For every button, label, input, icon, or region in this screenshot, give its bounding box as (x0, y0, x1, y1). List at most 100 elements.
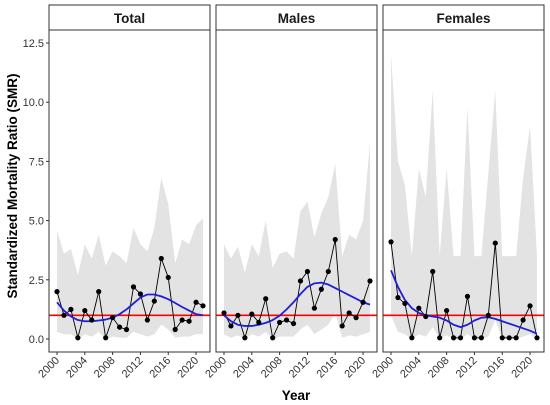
data-point (450, 335, 457, 341)
trend-line (223, 281, 371, 327)
data-point (423, 313, 429, 320)
x-tick-label: 2016 (315, 355, 341, 381)
confidence-ribbon (224, 142, 370, 339)
facet-title: Males (278, 11, 316, 26)
x-tick-label: 2008 (92, 355, 118, 381)
data-point (228, 323, 234, 329)
x-tick-label: 2004 (64, 355, 90, 381)
y-tick-label: 12.5 (23, 38, 44, 50)
x-tick-label: 2008 (426, 355, 452, 381)
y-tick-label: 7.5 (29, 156, 44, 168)
data-point (151, 298, 157, 304)
x-tick-label: 2016 (148, 355, 174, 381)
data-point (179, 317, 185, 323)
y-tick-label: 0.0 (29, 334, 44, 346)
data-point (430, 268, 436, 275)
trend-line (390, 269, 538, 335)
data-point (193, 299, 199, 305)
data-point (110, 315, 116, 321)
facet-strip (382, 4, 545, 31)
y-axis: 0.0 2.5 5.0 7.5 10.0 12.5 (23, 38, 49, 346)
data-point (353, 315, 359, 321)
data-point (318, 286, 324, 292)
data-point (464, 293, 471, 299)
data-point (96, 289, 102, 295)
x-tick-label: 2012 (120, 355, 146, 381)
data-point (457, 335, 464, 341)
data-point (311, 305, 317, 311)
x-tick-label: 2000 (203, 355, 229, 381)
data-point (388, 239, 394, 245)
data-point (492, 240, 498, 246)
data-point (137, 291, 144, 297)
data-point (290, 320, 297, 327)
data-point (235, 312, 241, 318)
x-tick-label: 2000 (370, 355, 396, 381)
x-axis-title: Year (282, 388, 311, 403)
data-point (520, 317, 526, 323)
data-point (270, 335, 276, 341)
data-point (256, 319, 262, 326)
data-point (242, 335, 248, 341)
y-tick-label: 2.5 (29, 275, 44, 287)
data-point (534, 335, 540, 341)
panel-content (49, 177, 210, 341)
panel-border (48, 29, 211, 353)
data-point (249, 311, 255, 317)
y-tick-label: 5.0 (29, 216, 44, 228)
facet-title: Total (114, 11, 145, 26)
data-point (123, 326, 130, 333)
x-tick-label: 2000 (36, 355, 62, 381)
data-point (283, 317, 290, 323)
data-point (130, 284, 137, 290)
data-point (263, 296, 269, 302)
data-point (186, 318, 192, 324)
data-point (75, 335, 81, 341)
confidence-ribbon (391, 54, 537, 339)
x-tick-label: 2012 (454, 355, 480, 381)
facet-title: Females (436, 11, 490, 26)
data-point (54, 289, 60, 295)
data-point (200, 303, 206, 309)
data-point (61, 312, 67, 318)
observed-line (390, 241, 538, 339)
data-point (165, 274, 171, 281)
x-tick-label: 2012 (287, 355, 313, 381)
data-point (416, 305, 422, 311)
panel-border (382, 29, 545, 353)
data-point (478, 335, 484, 341)
data-point (116, 324, 123, 330)
data-point (304, 268, 311, 275)
facet-total: Total 2000 2004 2008 2012 2016 2020 (36, 4, 211, 381)
data-point (499, 335, 505, 341)
data-point (485, 312, 491, 318)
data-point (332, 236, 338, 243)
observed-line (56, 256, 204, 338)
x-tick-label: 2020 (342, 355, 368, 381)
data-point (277, 319, 283, 326)
data-point (367, 278, 373, 284)
data-point (158, 255, 164, 262)
data-point (506, 335, 512, 341)
trend-line (56, 293, 204, 323)
data-point (89, 317, 95, 323)
data-point (68, 306, 74, 312)
data-point (402, 300, 408, 307)
data-point (527, 303, 533, 309)
data-point (471, 335, 478, 341)
data-point (82, 307, 88, 314)
x-tick-label: 2004 (231, 355, 257, 381)
data-point (513, 335, 519, 341)
x-tick-label: 2020 (175, 355, 201, 381)
data-point (339, 323, 345, 329)
data-point (103, 335, 109, 341)
facet-females: Females 2000 2004 2008 2012 2016 2020 (370, 4, 545, 381)
data-point (297, 278, 304, 284)
y-axis-title: Standardized Mortality Ratio (SMR) (5, 73, 20, 298)
data-point (172, 326, 178, 333)
panel-content (216, 142, 377, 341)
y-tick-label: 10.0 (23, 97, 44, 109)
panel-content (383, 54, 544, 341)
